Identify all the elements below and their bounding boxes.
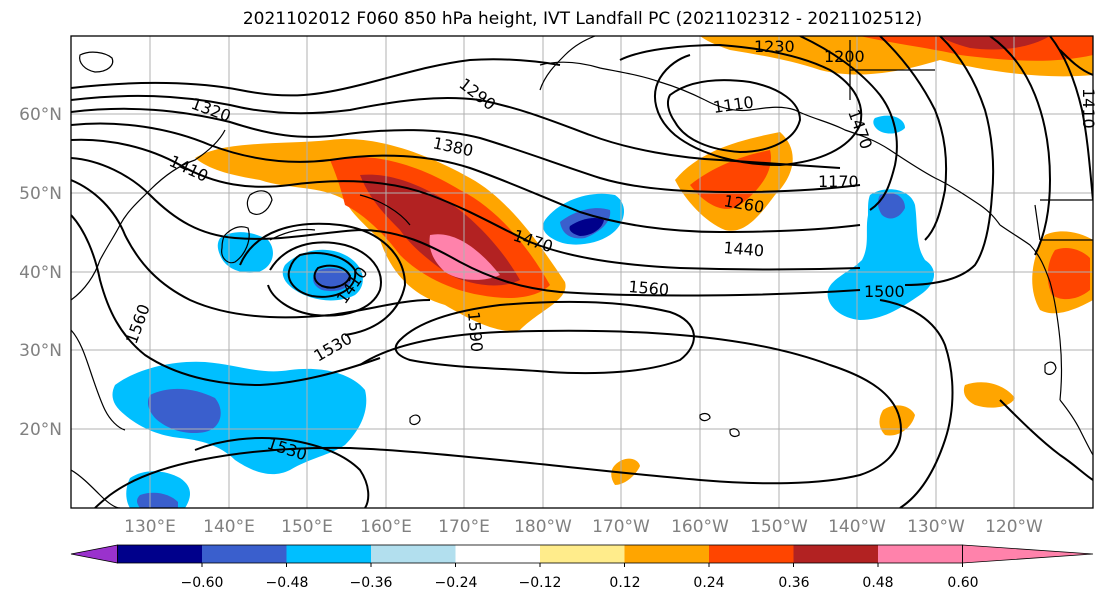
colorbar-segment (709, 545, 794, 563)
colorbar-segment (117, 545, 202, 563)
colorbar-tick-label: −0.24 (435, 575, 478, 591)
coastlines (71, 36, 1093, 508)
lon-label: 140°E (203, 517, 255, 537)
contour-label: 1200 (824, 47, 865, 66)
colorbar-tick-label: −0.36 (350, 575, 393, 591)
lon-label: 170°W (592, 517, 650, 537)
lat-label: 60°N (19, 105, 62, 125)
colorbar-segment (793, 545, 878, 563)
colorbar: −0.60 −0.48 −0.36 −0.24 −0.12 0.12 0.24 … (70, 544, 1094, 591)
height-contours (71, 36, 1093, 508)
lon-label: 130°W (907, 517, 965, 537)
lon-label: 150°E (281, 517, 333, 537)
colorbar-tick-label: 0.36 (778, 575, 809, 591)
contour-label: 1440 (723, 238, 765, 260)
ivt-negative-shading (112, 115, 935, 508)
longitude-labels: 130°E 140°E 150°E 160°E 170°E 180°W 170°… (124, 517, 1043, 537)
lat-label: 40°N (19, 263, 62, 283)
contour-label: 1590 (464, 311, 486, 353)
lon-label: 140°W (828, 517, 886, 537)
colorbar-extend-low (70, 544, 118, 564)
colorbar-tick-label: −0.60 (181, 575, 224, 591)
map-title: 2021102012 F060 850 hPa height, IVT Land… (242, 9, 923, 29)
contour-label: 1230 (754, 37, 795, 56)
contour-label: 1560 (628, 277, 670, 299)
colorbar-segment (878, 545, 963, 563)
map-frame (70, 35, 1094, 509)
lon-label: 160°E (360, 517, 412, 537)
lat-label: 20°N (19, 420, 62, 440)
ivt-positive-shading (195, 36, 1093, 485)
lon-label: 180°W (514, 517, 572, 537)
lat-label: 30°N (19, 341, 62, 361)
lon-label: 150°W (750, 517, 808, 537)
colorbar-tick-label: 0.24 (693, 575, 724, 591)
latitude-labels: 60°N 50°N 40°N 30°N 20°N (19, 105, 62, 440)
lon-label: 120°W (985, 517, 1043, 537)
colorbar-segment (455, 545, 540, 563)
colorbar-segments (70, 544, 1094, 564)
colorbar-segment (286, 545, 371, 563)
colorbar-tick-label: 0.60 (947, 575, 978, 591)
gridlines (71, 36, 1093, 508)
lon-label: 170°E (438, 517, 490, 537)
colorbar-segment (624, 545, 709, 563)
colorbar-segment (371, 545, 456, 563)
colorbar-segment (202, 545, 287, 563)
colorbar-tick-label: −0.48 (266, 575, 309, 591)
colorbar-extend-high (962, 544, 1094, 564)
lon-label: 160°W (671, 517, 729, 537)
colorbar-tick-label: 0.12 (609, 575, 640, 591)
contour-label: 1410 (1079, 88, 1098, 129)
contour-label: 1500 (864, 282, 905, 301)
colorbar-tick-label: −0.12 (519, 575, 562, 591)
contour-label: 1170 (818, 172, 859, 191)
lat-label: 50°N (19, 184, 62, 204)
colorbar-segment (540, 545, 625, 563)
colorbar-ticks: −0.60 −0.48 −0.36 −0.24 −0.12 0.12 0.24 … (181, 563, 979, 591)
lon-label: 130°E (124, 517, 176, 537)
colorbar-tick-label: 0.48 (862, 575, 893, 591)
